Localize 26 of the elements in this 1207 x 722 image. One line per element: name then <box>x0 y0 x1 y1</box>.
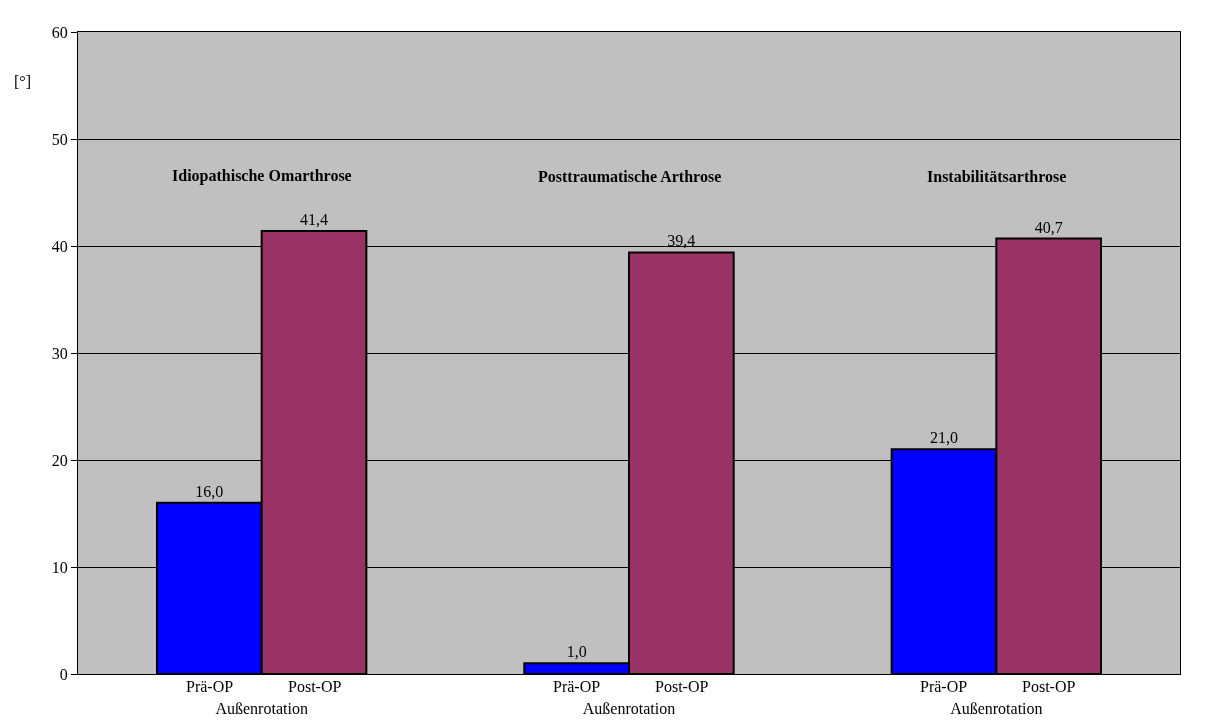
data-label: 39,4 <box>667 232 696 250</box>
y-tick-label: 40 <box>51 237 68 255</box>
x-tick-label: Außenrotation <box>582 700 676 718</box>
annotation: Posttraumatische Arthrose <box>538 168 722 185</box>
text: Post-OP <box>655 678 709 695</box>
y-axis-title: [°] <box>14 73 32 90</box>
y-tick-label: 50 <box>51 130 68 148</box>
series-label: Prä-OP <box>186 678 234 695</box>
data-label: 16,0 <box>195 482 224 500</box>
y-tick-label: 30 <box>51 344 68 362</box>
annotation: Instabilitätsarthrose <box>927 168 1067 185</box>
text: Prä-OP <box>920 678 968 695</box>
annotation: Idiopathische Omarthrose <box>172 167 352 185</box>
data-label: 21,0 <box>929 429 958 447</box>
y-tick-label: 60 <box>51 23 68 41</box>
y-tick-label: 0 <box>59 665 68 683</box>
data-label: 1,0 <box>566 643 587 661</box>
data-label: 41,4 <box>300 211 329 229</box>
y-tick-label: 10 <box>51 558 68 576</box>
text: Post-OP <box>1022 678 1076 695</box>
series-label: Post-OP <box>288 678 342 695</box>
data-label: 40,7 <box>1034 218 1063 236</box>
x-tick-label: Außenrotation <box>215 700 308 718</box>
x-tick-label: Außenrotation <box>950 700 1043 718</box>
y-tick-label: 20 <box>51 451 68 469</box>
text: Prä-OP <box>553 678 601 695</box>
